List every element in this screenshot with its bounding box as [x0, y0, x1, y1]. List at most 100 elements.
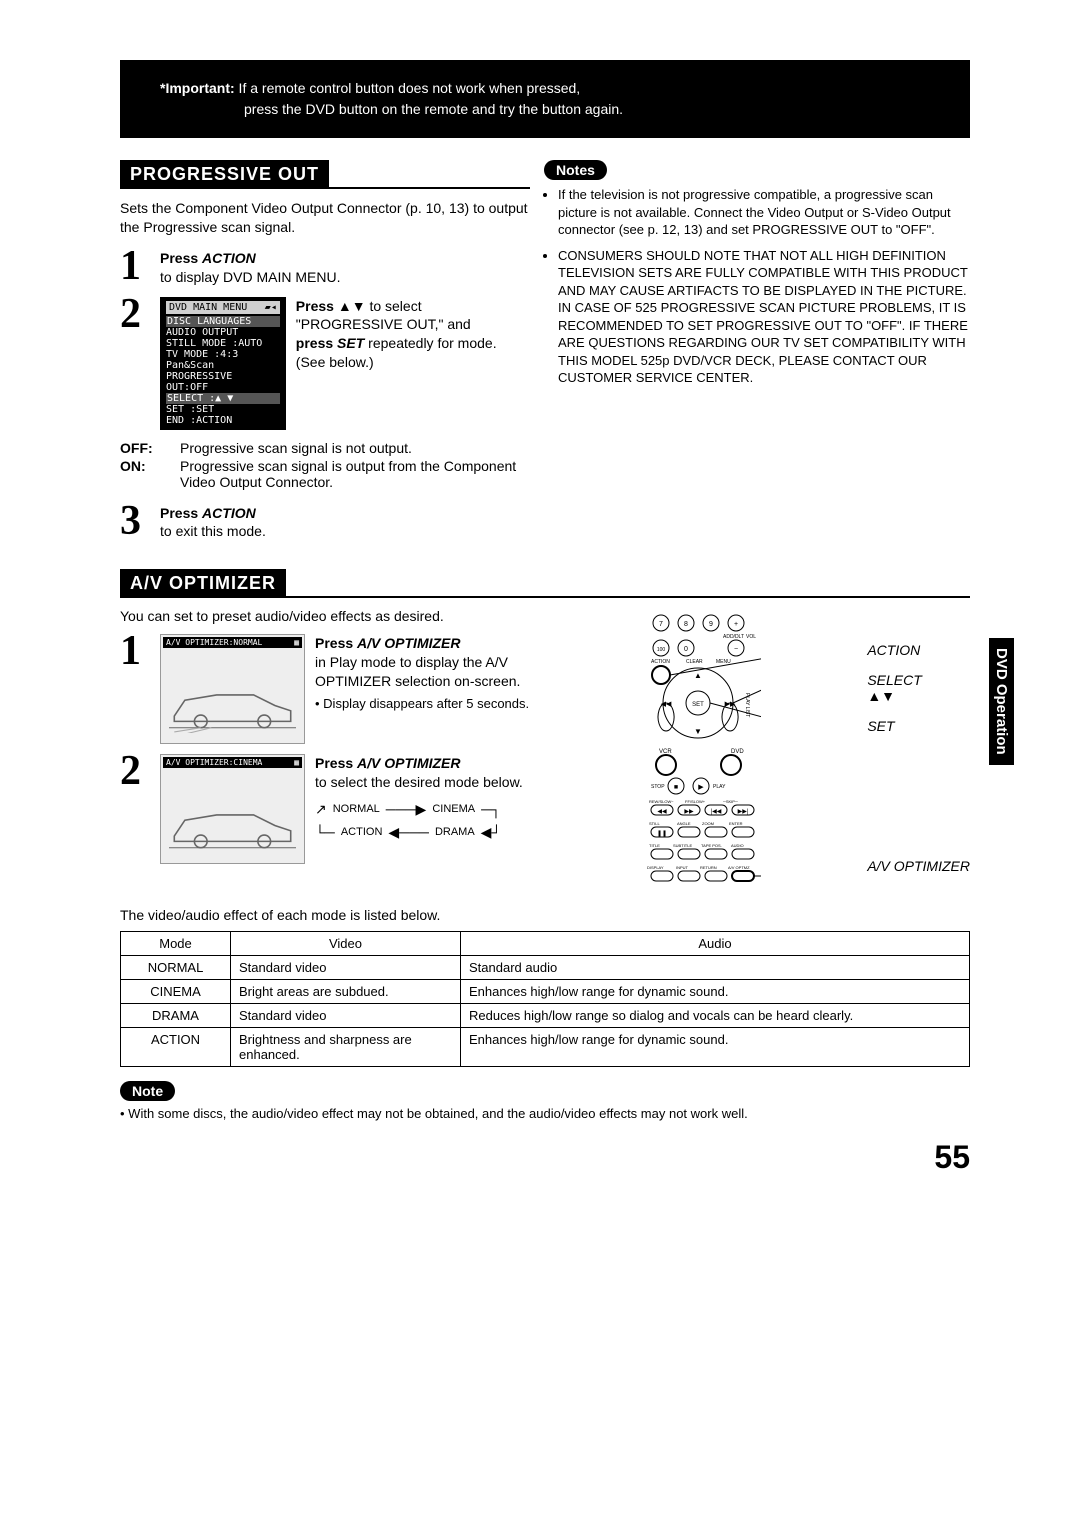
step2-press: Press — [296, 298, 334, 314]
menu-line: END :ACTION — [166, 415, 280, 426]
svg-text:◀◀: ◀◀ — [660, 701, 671, 708]
label-set: SET — [867, 718, 970, 734]
svg-text:AUDIO: AUDIO — [731, 843, 744, 848]
step1-press: Press — [160, 250, 198, 266]
av-step-2: 2 A/V OPTIMIZER:CINEMA▦ Press A/V OPTIMI… — [120, 754, 530, 864]
table-row: ACTIONBrightness and sharpness are enhan… — [121, 1028, 970, 1067]
svg-text:+: + — [734, 621, 738, 628]
svg-text:PLAY: PLAY — [713, 784, 726, 790]
car-icon — [169, 678, 296, 733]
arrow-icon: ↗ — [315, 800, 327, 819]
step3-press: Press — [160, 505, 198, 521]
av2-rest: to select the desired mode below. — [315, 774, 523, 790]
notes-list: If the television is not progressive com… — [544, 186, 970, 387]
page-number: 55 — [120, 1139, 970, 1176]
th-video: Video — [231, 932, 461, 956]
flow-drama: DRAMA — [435, 825, 475, 840]
arrow-icon: ◀─── — [388, 823, 429, 842]
arrow-icon: ───▶ — [386, 800, 427, 819]
av2-btn: A/V OPTIMIZER — [357, 755, 460, 771]
table-row: NORMALStandard videoStandard audio — [121, 956, 970, 980]
progressive-intro: Sets the Component Video Output Connecto… — [120, 199, 530, 237]
banner-line1: If a remote control button does not work… — [235, 80, 581, 96]
menu-line: SET :SET — [166, 404, 280, 415]
svg-text:CLEAR: CLEAR — [686, 659, 703, 665]
step2-press2: press — [296, 335, 333, 351]
arrow-icon: ◀┘ — [481, 823, 502, 842]
on-text: Progressive scan signal is output from t… — [180, 458, 530, 490]
menu-line: DISC LANGUAGES — [166, 316, 280, 327]
menu-line: PROGRESSIVE OUT:OFF — [166, 371, 280, 393]
step3-rest: to exit this mode. — [160, 523, 266, 539]
svg-text:ZOOM: ZOOM — [702, 821, 714, 826]
off-text: Progressive scan signal is not output. — [180, 440, 412, 456]
menu-line: TV MODE :4:3 Pan&Scan — [166, 349, 280, 371]
av-header: A/V OPTIMIZER — [120, 569, 970, 598]
av-screen-cinema: A/V OPTIMIZER:CINEMA▦ — [160, 754, 305, 864]
notes-pill: Notes — [544, 160, 607, 180]
step2-arrows: ▲▼ — [338, 298, 366, 314]
th-mode: Mode — [121, 932, 231, 956]
svg-text:▶▶|: ▶▶| — [737, 809, 748, 815]
av2-press: Press — [315, 755, 353, 771]
arrow-icon: ─┐ — [481, 800, 501, 819]
flow-cinema: CINEMA — [432, 802, 475, 817]
label-action: ACTION — [867, 642, 970, 658]
menu-title: DVD MAIN MENU — [169, 302, 247, 313]
menu-line: STILL MODE :AUTO — [166, 338, 280, 349]
step1-btn: ACTION — [202, 250, 256, 266]
svg-text:■: ■ — [674, 784, 678, 791]
svg-text:▲: ▲ — [694, 671, 702, 680]
flow-action: ACTION — [341, 825, 383, 840]
table-row: DRAMAStandard videoReduces high/low rang… — [121, 1004, 970, 1028]
svg-text:DVD: DVD — [731, 749, 744, 755]
svg-text:─SKIP─: ─SKIP─ — [722, 799, 738, 804]
th-audio: Audio — [461, 932, 970, 956]
svg-text:SUBTITLE: SUBTITLE — [673, 843, 692, 848]
svg-text:ANGLE: ANGLE — [677, 821, 691, 826]
remote-labels: ACTION SELECT ▲▼ SET A/V OPTIMIZER — [867, 608, 970, 874]
arrow-icon: └─ — [315, 823, 335, 842]
av-title: A/V OPTIMIZER — [120, 569, 286, 598]
svg-text:VOL: VOL — [746, 634, 756, 640]
off-on-block: OFF:Progressive scan signal is not outpu… — [120, 440, 530, 490]
banner-prefix: *Important: — [160, 80, 235, 96]
av-caption-1: A/V OPTIMIZER:NORMAL — [166, 638, 262, 647]
step-number: 2 — [120, 297, 160, 430]
svg-text:STILL: STILL — [649, 821, 660, 826]
step-number: 1 — [120, 634, 160, 744]
svg-text:A/V OPTMZ: A/V OPTMZ — [728, 865, 750, 870]
car-icon — [169, 798, 296, 853]
svg-text:ACTION: ACTION — [651, 659, 670, 665]
av1-press: Press — [315, 635, 353, 651]
effects-table: Mode Video Audio NORMALStandard videoSta… — [120, 931, 970, 1067]
av1-btn: A/V OPTIMIZER — [357, 635, 460, 651]
table-row: CINEMABright areas are subdued.Enhances … — [121, 980, 970, 1004]
svg-text:0: 0 — [684, 646, 688, 653]
svg-text:▶▶: ▶▶ — [684, 809, 694, 815]
important-banner: *Important: If a remote control button d… — [120, 60, 970, 138]
step1-rest: to display DVD MAIN MENU. — [160, 269, 340, 285]
banner-line2: press the DVD button on the remote and t… — [160, 99, 930, 120]
av1-rest: in Play mode to display the A/V OPTIMIZE… — [315, 654, 520, 689]
step-number: 1 — [120, 249, 160, 287]
prog-step-3: 3 Press ACTION to exit this mode. — [120, 504, 530, 542]
av-intro: You can set to preset audio/video effect… — [120, 608, 530, 624]
footnote: With some discs, the audio/video effect … — [120, 1105, 970, 1123]
svg-text:◀◀: ◀◀ — [657, 809, 667, 815]
label-select: SELECT — [867, 672, 921, 688]
label-arrows: ▲▼ — [867, 688, 895, 704]
svg-text:9: 9 — [709, 621, 713, 628]
svg-text:▼: ▼ — [694, 727, 702, 736]
flow-normal: NORMAL — [333, 802, 380, 817]
menu-line: AUDIO OUTPUT — [166, 327, 280, 338]
remote-diagram: 7 8 9 + ADD/DLTVOL 100 0 − ACTIONCLEARME… — [641, 608, 761, 893]
label-av: A/V OPTIMIZER — [867, 858, 970, 874]
svg-text:ADD/DLT: ADD/DLT — [723, 634, 744, 640]
caption-icon: ▦ — [294, 758, 299, 767]
svg-text:|◀◀: |◀◀ — [710, 809, 721, 815]
svg-text:100: 100 — [656, 647, 665, 653]
svg-text:SET: SET — [692, 702, 704, 708]
svg-text:ENTER: ENTER — [729, 821, 743, 826]
step-number: 2 — [120, 754, 160, 864]
